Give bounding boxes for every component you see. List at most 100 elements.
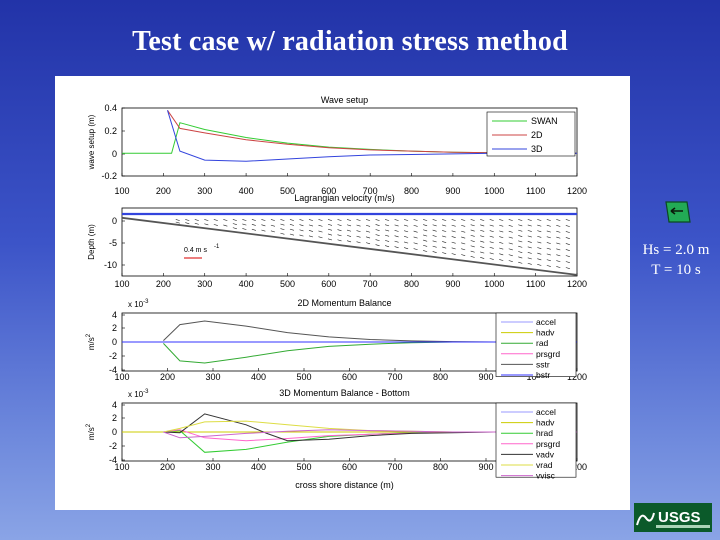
y-tick-label: -5 xyxy=(109,238,117,248)
velocity-arrow xyxy=(518,224,523,227)
legend-box-4 xyxy=(495,402,577,478)
velocity-arrow xyxy=(413,219,418,221)
velocity-arrow xyxy=(394,229,399,232)
velocity-arrow xyxy=(461,242,466,245)
velocity-arrow xyxy=(223,224,228,227)
y-tick-label: -10 xyxy=(104,260,117,270)
velocity-arrow xyxy=(508,242,513,245)
velocity-arrow xyxy=(413,224,418,227)
velocity-arrow xyxy=(299,224,304,227)
velocity-arrow xyxy=(394,224,399,227)
velocity-arrow xyxy=(546,224,551,227)
velocity-arrow xyxy=(327,238,333,241)
velocity-arrow xyxy=(413,236,418,239)
velocity-arrow xyxy=(404,241,409,244)
velocity-arrow xyxy=(518,251,523,253)
velocity-arrow xyxy=(232,223,237,226)
velocity-arrow xyxy=(461,248,466,251)
x-tick-label: 1200 xyxy=(567,372,587,382)
velocity-arrow xyxy=(556,242,561,245)
x-tick-label: 900 xyxy=(445,186,460,196)
legend-label-2D: 2D xyxy=(531,130,543,140)
velocity-arrow xyxy=(423,250,428,252)
velocity-arrow xyxy=(499,219,504,221)
velocity-arrow xyxy=(489,241,494,244)
y-tick-label: -4 xyxy=(109,455,117,465)
velocity-arrow xyxy=(565,267,570,269)
velocity-arrow xyxy=(489,246,494,249)
velocity-arrow xyxy=(442,252,447,254)
velocity-arrow xyxy=(299,229,304,232)
velocity-arrow xyxy=(365,242,371,245)
velocity-arrow xyxy=(356,235,361,238)
x-tick-label: 1100 xyxy=(526,186,545,196)
y-tick-label: 0.2 xyxy=(104,126,117,136)
axis-multiplier: x 10-3 xyxy=(128,389,149,399)
velocity-arrow xyxy=(242,223,247,226)
y-tick-label: -2 xyxy=(109,441,117,451)
x-tick-label: 10 xyxy=(526,372,536,382)
usgs-logo: USGS xyxy=(634,503,712,532)
velocity-arrow xyxy=(565,249,570,251)
velocity-arrow xyxy=(499,236,504,239)
velocity-arrow xyxy=(489,224,494,227)
wave-period-label: T = 10 s xyxy=(651,262,701,278)
legend-label-bstr: bstr xyxy=(536,370,550,380)
velocity-arrow xyxy=(270,219,275,221)
x-tick-label: 800 xyxy=(404,186,419,196)
x-tick-label: 200 xyxy=(156,279,171,289)
velocity-arrow xyxy=(185,222,190,225)
x-tick-label: 900 xyxy=(445,279,460,289)
legend-label-3D: 3D xyxy=(531,144,543,154)
velocity-arrow xyxy=(289,223,295,226)
y-tick-label: 0.4 xyxy=(104,103,117,113)
velocity-arrow xyxy=(508,236,513,239)
velocity-arrow xyxy=(470,245,475,248)
velocity-arrow xyxy=(356,224,361,227)
velocity-arrow xyxy=(565,261,570,263)
velocity-arrow xyxy=(527,252,532,254)
return-button[interactable] xyxy=(663,199,693,225)
y-tick-label: 4 xyxy=(112,310,117,320)
velocity-arrow xyxy=(489,235,494,238)
velocity-arrow xyxy=(337,234,342,237)
x-tick-label: 400 xyxy=(239,279,254,289)
legend-box-3 xyxy=(495,312,577,377)
y-tick-label: 4 xyxy=(112,400,117,410)
velocity-arrow xyxy=(546,259,551,262)
velocity-arrow xyxy=(508,219,513,221)
x-tick-label: 300 xyxy=(205,372,220,382)
chart-title-3: 2D Momentum Balance xyxy=(297,298,391,308)
velocity-arrow xyxy=(432,219,437,221)
y-tick-label: 0 xyxy=(112,216,117,226)
velocity-arrow xyxy=(423,219,428,221)
velocity-arrow xyxy=(318,230,323,233)
velocity-arrow xyxy=(327,223,333,226)
y-tick-label: 0 xyxy=(112,337,117,347)
velocity-arrow xyxy=(432,251,437,253)
velocity-arrow xyxy=(489,230,494,233)
wave-height-label: Hs = 2.0 m xyxy=(642,242,710,258)
velocity-arrow xyxy=(470,240,475,242)
velocity-arrow xyxy=(318,224,323,227)
axis-multiplier: x 10-3 xyxy=(128,299,149,309)
y-tick-label: 0 xyxy=(112,149,117,159)
velocity-arrow xyxy=(565,255,570,257)
x-tick-label: 100 xyxy=(114,372,129,382)
velocity-arrow xyxy=(508,230,513,233)
velocity-arrow xyxy=(565,225,570,227)
velocity-arrow xyxy=(556,248,561,251)
velocity-arrow xyxy=(499,241,504,244)
velocity-arrow xyxy=(537,247,542,249)
legend-label-vrad: vrad xyxy=(536,460,553,470)
velocity-arrow xyxy=(289,233,295,236)
velocity-arrow xyxy=(261,219,266,221)
velocity-arrow xyxy=(337,229,342,232)
velocity-arrow xyxy=(384,224,390,227)
velocity-arrow xyxy=(384,229,390,232)
velocity-arrow xyxy=(194,222,199,225)
velocity-arrow xyxy=(413,242,418,245)
velocity-arrow xyxy=(451,230,456,233)
x-tick-label: 1200 xyxy=(567,462,587,472)
